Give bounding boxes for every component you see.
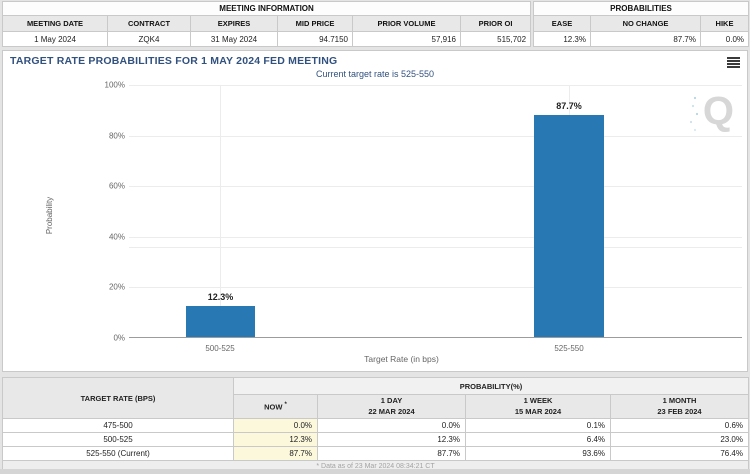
prior-volume-header: PRIOR VOLUME: [352, 15, 461, 32]
bottom-strip: [0, 469, 750, 474]
target-rate-header: TARGET RATE (BPS): [2, 377, 234, 419]
now-column-header: NOW *: [233, 394, 318, 419]
gridline-40: [129, 237, 742, 238]
one-month-cell: 0.6%: [610, 418, 749, 433]
mid-price-value: 94.7150: [277, 31, 353, 47]
one-month-cell: 76.4%: [610, 446, 749, 461]
x-tick-500-525: 500-525: [205, 344, 235, 353]
x-axis-title: Target Rate (in bps): [364, 354, 439, 364]
chart-title: TARGET RATE PROBABILITIES FOR 1 MAY 2024…: [10, 55, 338, 67]
watermark-sparks: [694, 97, 696, 99]
expires-value: 31 May 2024: [190, 31, 278, 47]
bar-group-500-525: 12.3%: [186, 84, 255, 337]
gridline-extra: [129, 247, 742, 248]
probability-group-header: PROBABILITY(%): [233, 377, 749, 395]
one-day-cell: 0.0%: [317, 418, 466, 433]
y-tick-20: 20%: [108, 282, 125, 292]
ease-value: 12.3%: [533, 31, 591, 47]
now-cell: 87.7%: [233, 446, 318, 461]
ease-header: EASE: [533, 15, 591, 32]
one-week-cell: 6.4%: [465, 432, 611, 447]
probability-bar-500-525[interactable]: [186, 306, 255, 337]
one-week-column-header: 1 WEEK 15 MAR 2024: [465, 394, 611, 419]
meeting-information-header: MEETING INFORMATION: [1, 1, 532, 16]
prior-volume-value: 57,916: [352, 31, 461, 47]
hike-value: 0.0%: [699, 31, 750, 47]
one-day-cell: 12.3%: [317, 432, 466, 447]
one-week-cell: 0.1%: [465, 418, 611, 433]
y-tick-60: 60%: [108, 181, 125, 191]
quikstrike-watermark-icon: Q: [702, 89, 734, 133]
y-tick-0: 0%: [113, 333, 125, 343]
probability-bar-525-550[interactable]: [534, 115, 604, 337]
table-row: 525-550 (Current) 87.7% 87.7% 93.6% 76.4…: [2, 446, 749, 461]
category-gridline-1: [220, 85, 221, 338]
hamburger-menu-icon[interactable]: [727, 57, 740, 69]
gridline-20: [129, 287, 742, 288]
table-row: 475-500 0.0% 0.0% 0.1% 0.6%: [2, 418, 749, 433]
contract-header: CONTRACT: [107, 15, 191, 32]
rate-cell: 500-525: [2, 432, 234, 447]
no-change-header: NO CHANGE: [590, 15, 701, 32]
x-tick-525-550: 525-550: [554, 344, 584, 353]
x-axis-line: [129, 337, 742, 338]
probabilities-header: PROBABILITIES: [532, 1, 750, 16]
meeting-date-header: MEETING DATE: [2, 15, 108, 32]
chart-panel: TARGET RATE PROBABILITIES FOR 1 MAY 2024…: [2, 50, 748, 372]
probabilities-summary-table: PROBABILITIES EASE NO CHANGE HIKE 12.3% …: [532, 1, 750, 47]
probability-history-table: TARGET RATE (BPS) PROBABILITY(%) NOW * 1…: [2, 377, 749, 473]
now-cell: 12.3%: [233, 432, 318, 447]
now-asterisk: *: [284, 401, 287, 408]
y-axis-title: Probability: [45, 196, 55, 235]
gridline-100: [129, 85, 742, 86]
rate-cell: 475-500: [2, 418, 234, 433]
one-month-cell: 23.0%: [610, 432, 749, 447]
one-month-column-header: 1 MONTH 23 FEB 2024: [610, 394, 749, 419]
prior-oi-header: PRIOR OI: [459, 15, 532, 32]
meeting-information-table: MEETING INFORMATION MEETING DATE CONTRAC…: [1, 1, 532, 47]
expires-header: EXPIRES: [190, 15, 278, 32]
no-change-value: 87.7%: [590, 31, 701, 47]
bar-group-525-550: 87.7%: [534, 84, 604, 337]
one-day-column-header: 1 DAY 22 MAR 2024: [317, 394, 466, 419]
hike-header: HIKE: [699, 15, 750, 32]
now-cell: 0.0%: [233, 418, 318, 433]
gridline-80: [129, 136, 742, 137]
bar-value-label: 12.3%: [207, 292, 234, 302]
prior-oi-value: 515,702: [459, 31, 532, 47]
table-row: 500-525 12.3% 12.3% 6.4% 23.0%: [2, 432, 749, 447]
contract-value: ZQK4: [107, 31, 191, 47]
rate-cell: 525-550 (Current): [2, 446, 234, 461]
one-day-cell: 87.7%: [317, 446, 466, 461]
y-tick-40: 40%: [108, 232, 125, 242]
y-tick-80: 80%: [108, 131, 125, 141]
chart-subtitle: Current target rate is 525-550: [315, 69, 435, 79]
meeting-date-value: 1 May 2024: [2, 31, 108, 47]
gridline-60: [129, 186, 742, 187]
bar-value-label: 87.7%: [556, 101, 582, 111]
y-tick-100: 100%: [104, 80, 125, 90]
mid-price-header: MID PRICE: [277, 15, 353, 32]
one-week-cell: 93.6%: [465, 446, 611, 461]
plot-area: 100% 80% 60% 40% 20% 0% 12.3% 87.7% 500-…: [105, 81, 742, 353]
